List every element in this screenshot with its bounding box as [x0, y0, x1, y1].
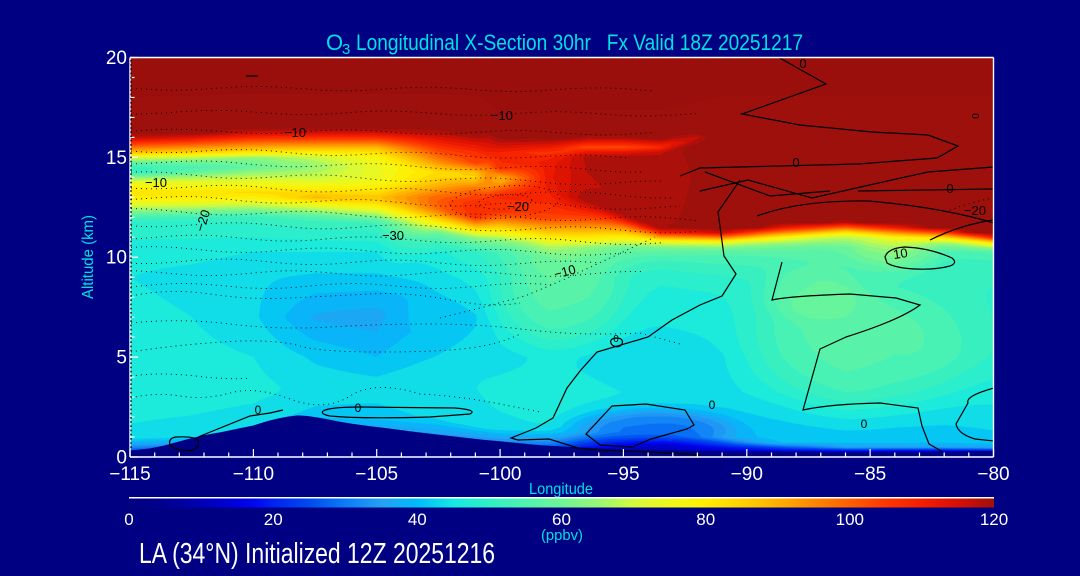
svg-text:O: O	[326, 30, 343, 55]
svg-text:Longitudinal X-Section 30hr: Longitudinal X-Section 30hr Fx Valid 18Z…	[356, 30, 803, 55]
svg-text:0: 0	[792, 155, 799, 170]
svg-text:−90: −90	[731, 464, 763, 485]
svg-text:−10: −10	[552, 262, 577, 282]
svg-text:100: 100	[836, 510, 864, 529]
svg-text:0: 0	[969, 113, 980, 119]
svg-text:−105: −105	[355, 464, 398, 485]
svg-text:80: 80	[696, 510, 715, 529]
svg-text:60: 60	[552, 510, 571, 529]
svg-text:3: 3	[342, 41, 350, 58]
svg-text:0: 0	[255, 403, 262, 417]
svg-text:−30: −30	[382, 228, 404, 243]
svg-text:−20: −20	[964, 203, 986, 218]
svg-text:Longitude: Longitude	[529, 481, 593, 498]
svg-text:−95: −95	[607, 464, 639, 485]
svg-text:−10: −10	[145, 175, 167, 190]
svg-text:0: 0	[709, 398, 716, 412]
svg-text:120: 120	[980, 510, 1008, 529]
svg-text:−20: −20	[192, 208, 213, 234]
svg-text:10: 10	[106, 248, 127, 269]
svg-text:−100: −100	[479, 464, 522, 485]
svg-text:−110: −110	[233, 464, 274, 485]
svg-text:0: 0	[116, 448, 127, 469]
svg-text:−10: −10	[284, 125, 306, 140]
svg-text:−20: −20	[507, 199, 529, 214]
svg-text:0: 0	[613, 334, 619, 345]
svg-text:10: 10	[892, 245, 908, 262]
svg-text:Altitude (km): Altitude (km)	[80, 215, 97, 299]
svg-text:0: 0	[799, 56, 806, 71]
svg-text:0: 0	[355, 401, 362, 415]
svg-text:15: 15	[106, 148, 127, 169]
svg-text:−85: −85	[854, 464, 886, 485]
svg-text:−80: −80	[977, 464, 1009, 485]
svg-text:−115: −115	[109, 464, 150, 485]
svg-text:20: 20	[106, 48, 127, 69]
svg-text:20: 20	[264, 510, 283, 529]
svg-text:5: 5	[116, 348, 127, 369]
svg-text:0: 0	[946, 181, 953, 196]
svg-text:(ppbv): (ppbv)	[541, 527, 583, 544]
svg-text:LA (34°N) Initialized 12Z 2025: LA (34°N) Initialized 12Z 20251216	[139, 538, 495, 570]
svg-text:−10: −10	[491, 108, 513, 123]
svg-text:40: 40	[408, 510, 427, 529]
svg-text:0: 0	[861, 417, 868, 431]
svg-text:0: 0	[124, 510, 133, 529]
